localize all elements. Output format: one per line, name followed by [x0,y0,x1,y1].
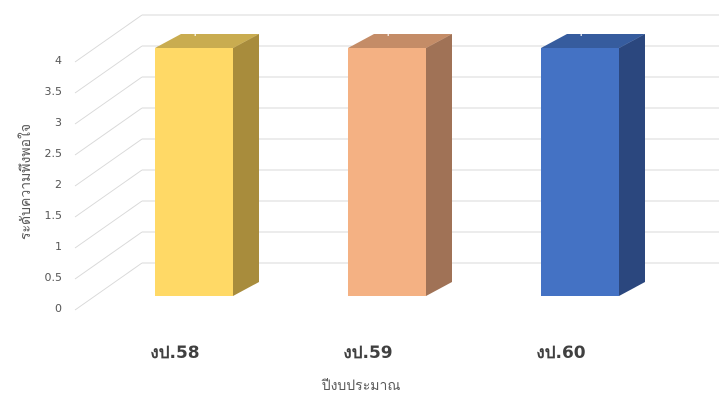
gridline-side [74,14,143,63]
y-axis-title: ระดับความพึงพอใจ [17,124,34,240]
y-tick-label: 2.5 [45,147,63,160]
y-tick-label: 3 [55,116,62,129]
bar-side [426,34,452,296]
x-tick-label: งป.58 [150,343,199,363]
bar-1: 4 [155,26,259,296]
y-tick-label: 0 [55,302,62,315]
gridline-side [74,169,143,218]
x-tick-label: งป.60 [536,343,585,363]
bar-top [541,34,645,48]
y-axis-ticks: 0 0.5 1 1.5 2 2.5 3 3.5 4 [45,54,63,315]
x-axis-ticks: งป.58 งป.59 งป.60 [150,343,585,363]
gridline-side [74,262,143,311]
gridline-side [74,45,143,94]
y-tick-label: 0.5 [45,271,63,284]
bar-side [619,34,645,296]
bar-2: 4 [348,26,452,296]
bar-side [233,34,259,296]
data-label: 4 [577,26,584,39]
x-tick-label: งป.59 [343,343,392,363]
gridline-side [74,200,143,249]
bar-top [155,34,259,48]
y-tick-label: 3.5 [45,85,63,98]
data-label: 4 [191,26,198,39]
data-label: 4 [384,26,391,39]
gridline-side [74,76,143,125]
gridline-side [74,138,143,187]
gridline-side [74,107,143,156]
gridline-side [74,231,143,280]
y-tick-label: 2 [55,178,62,191]
bar-front [541,48,619,296]
y-tick-label: 1.5 [45,209,63,222]
y-tick-label: 4 [55,54,62,67]
bar-front [155,48,233,296]
bar-3: 4 [541,26,645,296]
bar-front [348,48,426,296]
y-tick-label: 1 [55,240,62,253]
bars: 4 4 4 [155,26,645,296]
x-axis-title: ปีงบประมาณ [321,378,400,394]
bar-top [348,34,452,48]
